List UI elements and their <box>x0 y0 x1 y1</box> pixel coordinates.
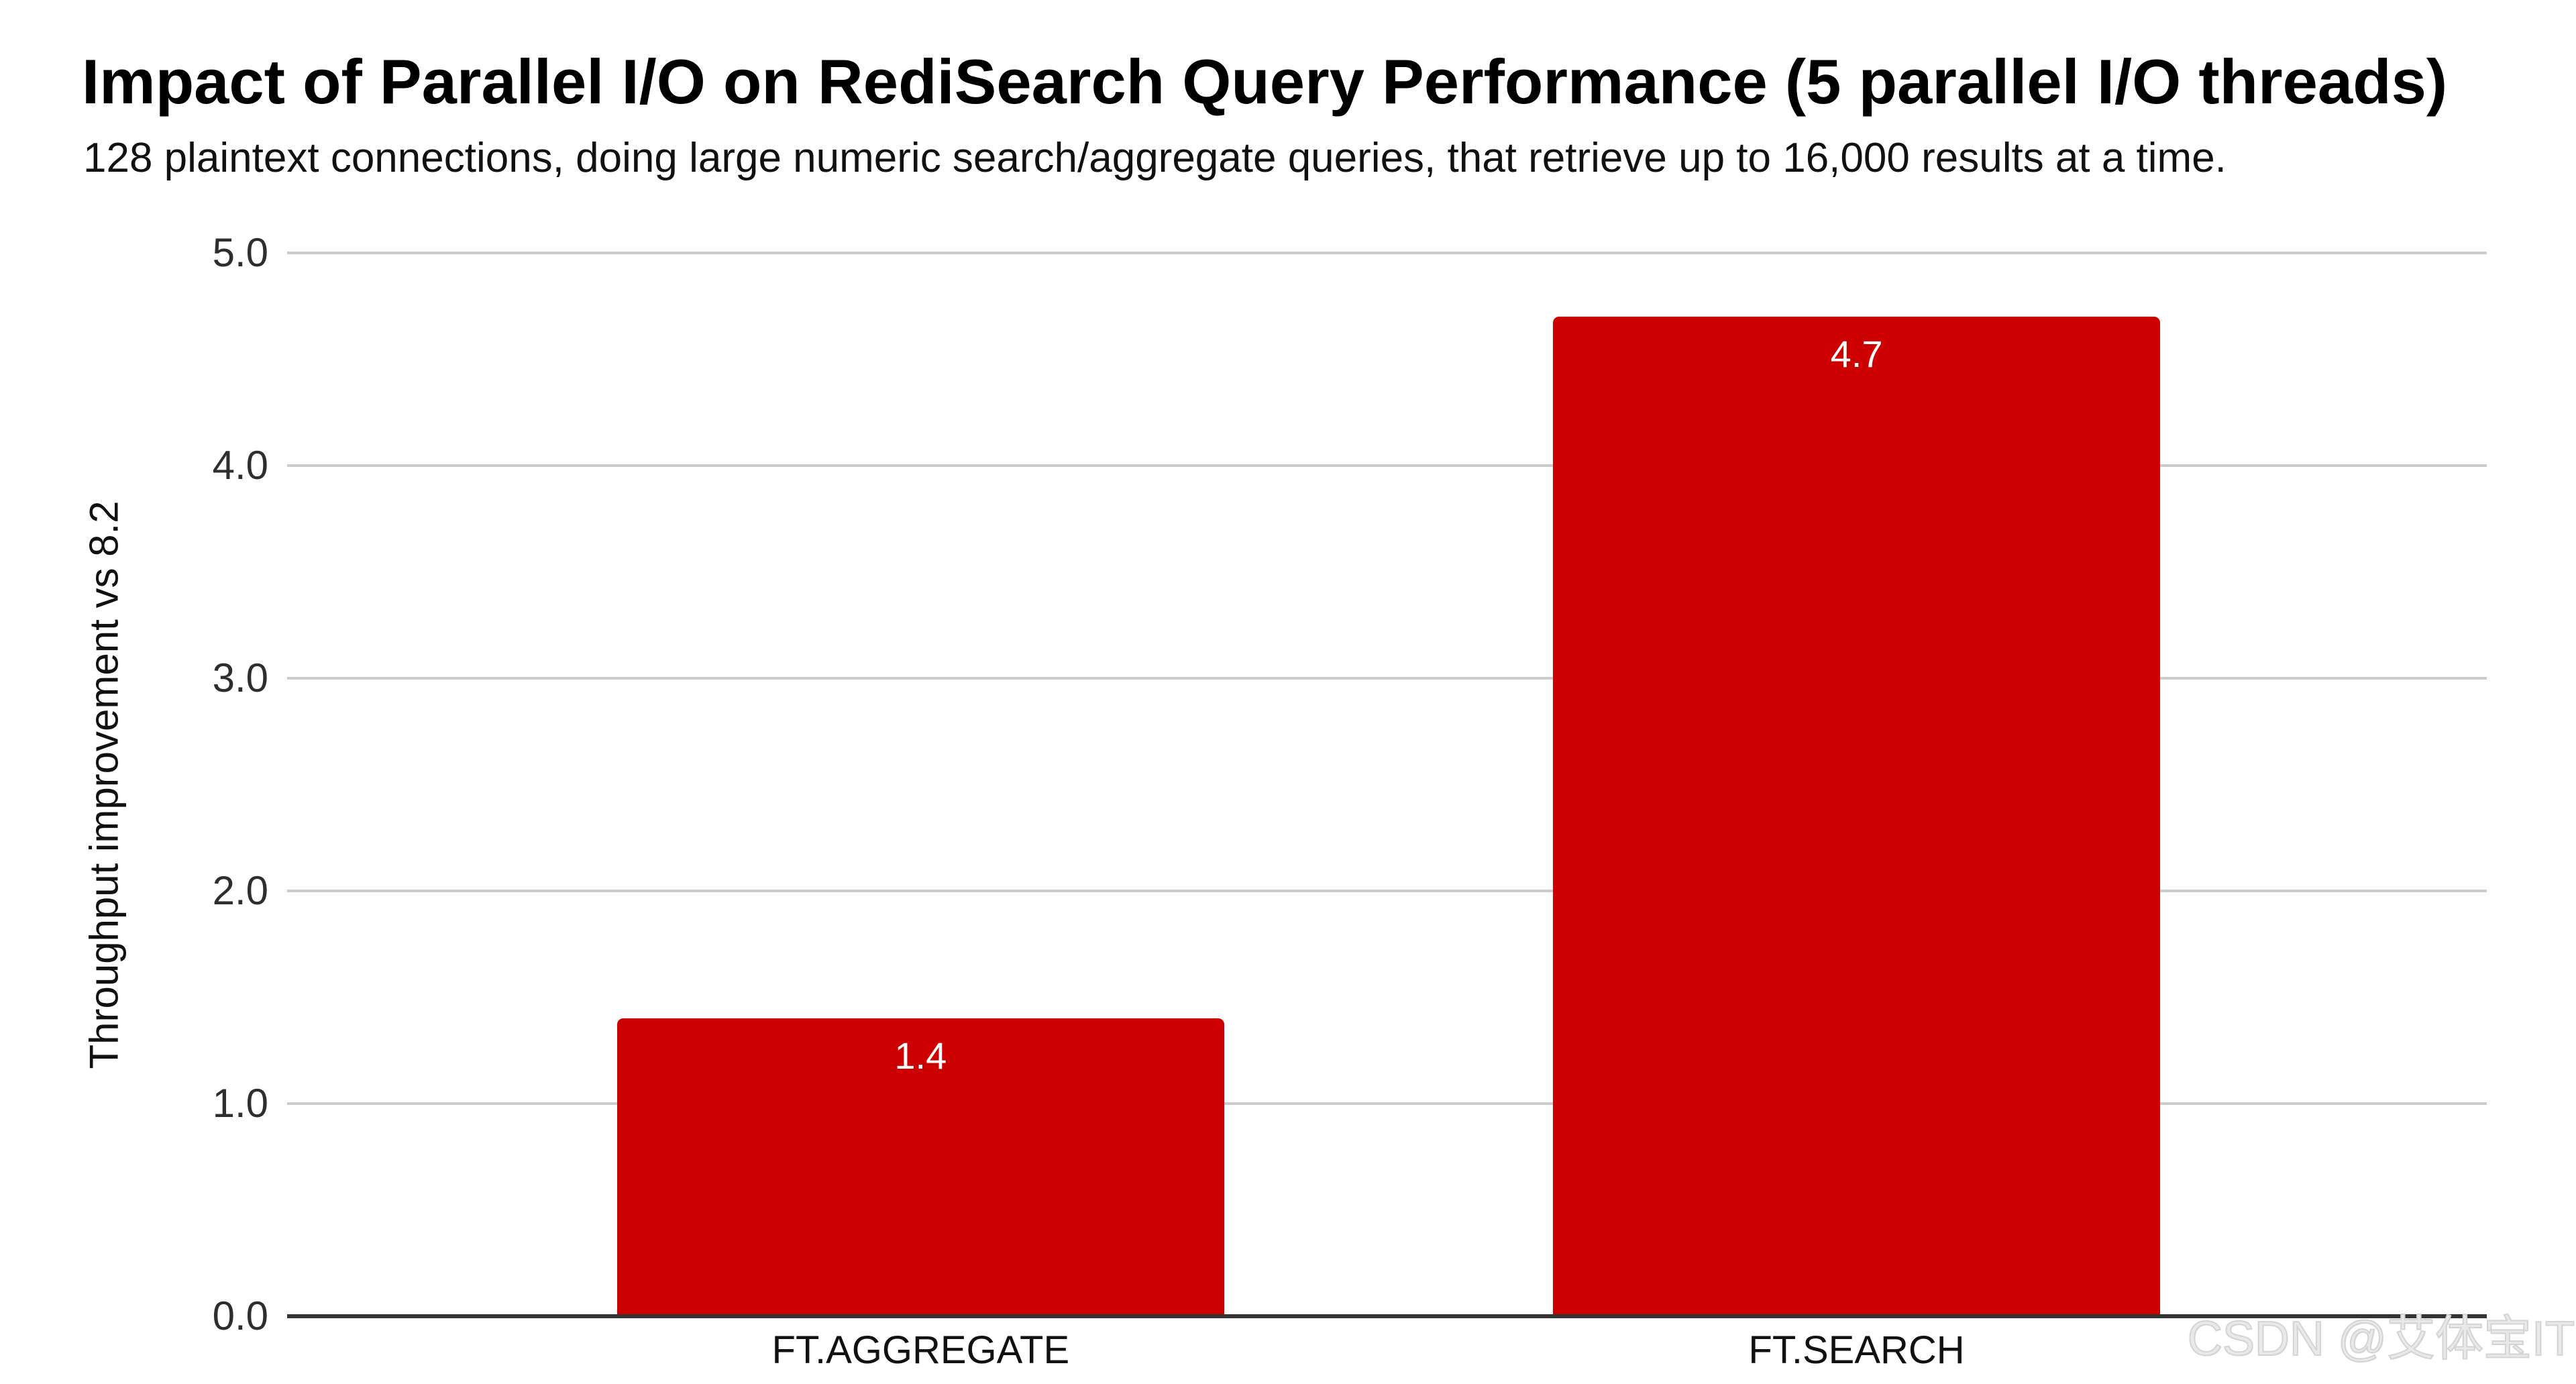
y-tick-label: 2.0 <box>212 868 268 913</box>
y-tick-label: 3.0 <box>212 655 268 700</box>
y-tick-label: 0.0 <box>212 1293 268 1338</box>
bar-ft-search: 4.7 <box>1553 317 2161 1316</box>
x-axis-label: FT.AGGREGATE <box>771 1328 1070 1372</box>
y-axis-title: Throughput improvement vs 8.2 <box>81 500 127 1069</box>
bar-value-label: 1.4 <box>894 1034 947 1077</box>
watermark: CSDN @艾体宝IT <box>2187 1312 2575 1367</box>
bar-ft-aggregate: 1.4 <box>616 1018 1224 1316</box>
x-axis-line <box>287 1314 2487 1318</box>
gridline <box>287 464 2487 467</box>
y-tick-label: 5.0 <box>212 230 268 275</box>
y-tick-label: 1.0 <box>212 1081 268 1126</box>
bar-value-label: 4.7 <box>1830 333 1883 376</box>
chart-subtitle: 128 plaintext connections, doing large n… <box>83 135 2226 181</box>
chart-title: Impact of Parallel I/O on RediSearch Que… <box>82 46 2448 117</box>
plot-area: 1.4 4.7 <box>287 252 2487 1318</box>
x-axis-label: FT.SEARCH <box>1748 1328 1965 1372</box>
gridline <box>287 252 2487 254</box>
gridline <box>287 677 2487 680</box>
gridline <box>287 1102 2487 1105</box>
y-tick-label: 4.0 <box>212 443 268 488</box>
gridline <box>287 890 2487 892</box>
